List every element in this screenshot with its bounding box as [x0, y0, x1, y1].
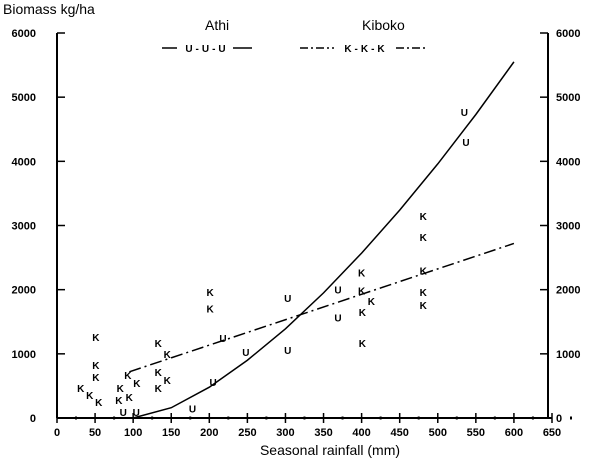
axes: 0 50 100 150 200 250 300 350 400 450 500 550 600 650 0… — [12, 28, 581, 439]
data-point-athi: U — [461, 108, 468, 119]
x-tick-label: 250 — [238, 427, 256, 439]
x-tick-label: 550 — [467, 427, 485, 439]
x-tick-label: 50 — [89, 427, 101, 439]
x-tick-label: 200 — [200, 427, 218, 439]
y-tick-label-right: 1000 — [556, 349, 580, 361]
data-point-athi: U — [284, 346, 291, 357]
fit-line-athi — [132, 61, 515, 419]
legend-sample-athi: U-U-U — [185, 44, 228, 55]
y-tick-label-right: 2000 — [556, 285, 580, 297]
y-tick-label-left: 3000 — [12, 221, 36, 233]
data-point-athi: U — [189, 404, 196, 415]
y-tick-label-left: 6000 — [12, 28, 36, 40]
x-tick-label: 450 — [391, 427, 409, 439]
data-point-kiboko: K — [358, 286, 366, 297]
data-point-kiboko: K — [420, 288, 428, 299]
data-point-athi: U — [462, 138, 469, 149]
x-axis-label: Seasonal rainfall (mm) — [260, 442, 400, 458]
data-point-kiboko: K — [92, 373, 100, 384]
data-point-kiboko: K — [155, 368, 163, 379]
data-point-kiboko: K — [206, 288, 214, 299]
data-point-athi: U — [242, 348, 249, 359]
legend-sample-bg-athi — [177, 41, 233, 54]
legend-label-athi: Athi — [205, 17, 229, 33]
y-axis-label: Biomass kg/ha — [3, 1, 95, 17]
data-point-athi: U — [209, 378, 216, 389]
data-point-kiboko: K — [155, 384, 163, 395]
y-tick-label-left: 1000 — [12, 349, 36, 361]
data-point-kiboko: K — [155, 339, 163, 350]
y-tick-label-right: 3000 — [556, 221, 580, 233]
data-point-kiboko: K — [359, 308, 367, 319]
data-point-athi: U — [120, 408, 127, 419]
data-point-kiboko: K — [164, 376, 172, 387]
y-tick-label-left: 4000 — [12, 156, 36, 168]
data-point-kiboko: K — [164, 350, 172, 361]
legend-label-kiboko: Kiboko — [362, 17, 405, 33]
data-point-athi: U — [334, 313, 341, 324]
x-tick-label: 0 — [54, 427, 60, 439]
data-point-kiboko: K — [117, 384, 125, 395]
x-tick-label: 400 — [352, 427, 370, 439]
data-point-kiboko: K — [420, 212, 428, 223]
data-point-kiboko: K — [124, 371, 132, 382]
y-tick-label-left: 2000 — [12, 285, 36, 297]
y-tick-label-left: 0 — [30, 413, 36, 425]
data-point-athi: U — [219, 334, 226, 345]
data-point-kiboko: K — [368, 297, 376, 308]
x-tick-label: 150 — [162, 427, 180, 439]
data-point-kiboko: K — [420, 233, 428, 244]
fit-line-kiboko — [129, 242, 515, 373]
data-point-kiboko: K — [359, 339, 367, 350]
x-tick-label: 350 — [314, 427, 332, 439]
x-tick-label: 500 — [429, 427, 447, 439]
data-point-kiboko: K — [115, 396, 123, 407]
legend-sample-kiboko: K-K-K — [344, 44, 387, 55]
y-tick-label-right: 5000 — [556, 92, 580, 104]
data-point-kiboko: K — [206, 304, 214, 315]
data-point-kiboko: K — [126, 393, 134, 404]
data-point-kiboko: K — [92, 361, 100, 372]
legend: Athi Kiboko U-U-U K-K-K — [162, 17, 428, 55]
x-tick-label: 650 — [543, 427, 561, 439]
y-tick-label-right: 6000 — [556, 28, 580, 40]
data-point-kiboko: K — [92, 333, 100, 344]
data-point-kiboko: K — [358, 268, 366, 279]
data-point-kiboko: K — [420, 301, 428, 312]
data-point-athi: U — [284, 294, 291, 305]
y-tick-label-right: 0 — [556, 413, 562, 425]
data-point-kiboko: K — [420, 266, 428, 277]
legend-sample-bg-kiboko — [334, 41, 394, 54]
y-tick-label-right: 4000 — [556, 156, 580, 168]
data-point-kiboko: K — [133, 379, 141, 390]
x-tick-label: 300 — [276, 427, 294, 439]
data-point-athi: U — [334, 286, 341, 297]
data-point-athi: U — [133, 408, 140, 419]
x-tick-label: 600 — [505, 427, 523, 439]
x-tick-label: 100 — [124, 427, 142, 439]
data-point-kiboko: K — [95, 398, 103, 409]
data-point-kiboko: K — [77, 384, 85, 395]
data-point-kiboko: K — [86, 391, 94, 402]
y-tick-label-left: 5000 — [12, 92, 36, 104]
